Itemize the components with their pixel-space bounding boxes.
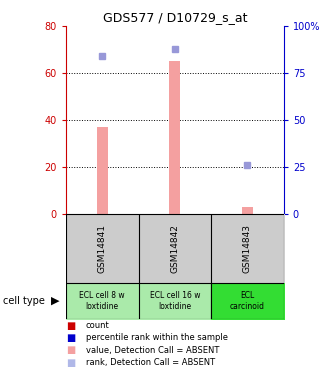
Text: ECL cell 16 w
loxtidine: ECL cell 16 w loxtidine bbox=[149, 291, 200, 311]
Text: ▶: ▶ bbox=[51, 296, 60, 306]
Text: value, Detection Call = ABSENT: value, Detection Call = ABSENT bbox=[86, 346, 219, 355]
Text: ■: ■ bbox=[66, 333, 75, 343]
Text: ECL cell 8 w
loxtidine: ECL cell 8 w loxtidine bbox=[80, 291, 125, 311]
Text: GSM14841: GSM14841 bbox=[98, 224, 107, 273]
Text: GSM14843: GSM14843 bbox=[243, 224, 252, 273]
Text: ■: ■ bbox=[66, 345, 75, 355]
Text: GSM14842: GSM14842 bbox=[170, 224, 180, 273]
Title: GDS577 / D10729_s_at: GDS577 / D10729_s_at bbox=[103, 11, 247, 24]
Bar bbox=[242, 207, 253, 214]
Text: count: count bbox=[86, 321, 110, 330]
Text: ■: ■ bbox=[66, 321, 75, 330]
Bar bbox=[170, 62, 180, 214]
Bar bbox=[97, 127, 108, 214]
Text: ECL
carcinoid: ECL carcinoid bbox=[230, 291, 265, 311]
Text: cell type: cell type bbox=[3, 296, 45, 306]
Text: ■: ■ bbox=[66, 358, 75, 368]
Text: percentile rank within the sample: percentile rank within the sample bbox=[86, 333, 228, 342]
Text: rank, Detection Call = ABSENT: rank, Detection Call = ABSENT bbox=[86, 358, 215, 367]
